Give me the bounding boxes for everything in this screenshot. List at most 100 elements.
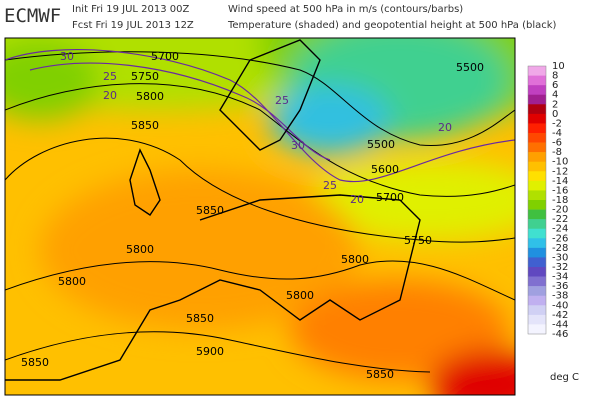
map-area: [5, 38, 515, 395]
contour: [5, 137, 515, 243]
unit-label: deg C: [550, 372, 579, 383]
coast: [5, 194, 421, 381]
colorbar-band: [528, 295, 546, 306]
colorbar-band: [528, 75, 546, 86]
contour-labels: 5700 5750 5800 5850 5850 5800 5800 5850 5900 5850…: [21, 50, 484, 381]
temperature-field: [5, 38, 515, 395]
shade: [430, 350, 515, 395]
height-label: 5850: [366, 368, 394, 381]
colorbar-band: [528, 171, 546, 182]
shade: [5, 40, 100, 120]
colorbar-label: -38: [552, 291, 568, 302]
colorbar-label: -40: [552, 300, 568, 311]
colorbar-frame: [527, 65, 547, 335]
height-label: 5900: [196, 345, 224, 358]
height-label: 5750: [131, 70, 159, 83]
contour: [5, 260, 515, 301]
colorbar-label: 6: [552, 80, 558, 91]
contour: [5, 51, 515, 147]
height-contours: [5, 51, 515, 373]
colorbar-label: -46: [552, 329, 568, 340]
colorbar-band: [528, 257, 546, 268]
shade: [310, 160, 515, 240]
colorbar-label: 8: [552, 71, 558, 82]
wind-label: 30: [60, 50, 74, 63]
colorbar-band: [528, 123, 546, 134]
colorbar-label: -18: [552, 195, 568, 206]
shade: [290, 280, 510, 380]
forecast-time: Fcst Fri 19 JUL 2013 12Z: [72, 20, 194, 31]
shade: [270, 85, 390, 155]
colorbar-band: [528, 85, 546, 96]
colorbar-band: [528, 219, 546, 230]
colorbar-label: -10: [552, 157, 568, 168]
colorbar-label: -14: [552, 176, 568, 187]
colorbar-band: [528, 113, 546, 124]
colorbar-label: -30: [552, 252, 568, 263]
contour: [5, 49, 515, 183]
height-label: 5800: [58, 275, 86, 288]
colorbar-band: [528, 180, 546, 191]
colorbar-label: -26: [552, 233, 568, 244]
wind-label: 20: [103, 89, 117, 102]
height-label: 5850: [186, 312, 214, 325]
contour: [29, 62, 331, 161]
colorbar-band: [528, 238, 546, 249]
colorbar-band: [528, 66, 546, 76]
contour: [5, 331, 431, 373]
colorbar-band: [528, 152, 546, 163]
init-time: Init Fri 19 JUL 2013 00Z: [72, 4, 190, 15]
colorbar-label: -32: [552, 262, 568, 273]
wind-contours: [5, 49, 515, 183]
coast: [129, 148, 161, 216]
colorbar-label: -4: [552, 128, 562, 139]
colorbar-label: -24: [552, 224, 568, 235]
colorbar-band: [528, 247, 546, 258]
wind-label: 25: [323, 179, 337, 192]
coastlines: [5, 39, 421, 381]
colorbar-label: -2: [552, 118, 562, 129]
height-label: 5850: [131, 119, 159, 132]
colorbar-label: -28: [552, 243, 568, 254]
colorbar-band: [528, 94, 546, 105]
colorbar-band: [528, 104, 546, 115]
height-label: 5750: [404, 234, 432, 247]
colorbar-band: [528, 314, 546, 325]
colorbar-label: -22: [552, 214, 568, 225]
colorbar-label: 2: [552, 99, 558, 110]
wind-label: 30: [291, 139, 305, 152]
colorbar-label: -44: [552, 319, 568, 330]
wind-label: 25: [275, 94, 289, 107]
height-label: 5800: [341, 253, 369, 266]
height-label: 5800: [126, 243, 154, 256]
colorbar-label: -16: [552, 185, 568, 196]
colorbar-label: -6: [552, 138, 562, 149]
colorbar-label: -36: [552, 281, 568, 292]
map-frame: [4, 37, 516, 396]
shade: [40, 170, 360, 330]
height-label: 5600: [371, 163, 399, 176]
height-label: 5800: [286, 289, 314, 302]
colorbar-label: 0: [552, 109, 558, 120]
coast: [219, 39, 321, 151]
height-label: 5800: [136, 90, 164, 103]
contour: [5, 83, 515, 197]
colorbar-label: -42: [552, 310, 568, 321]
colorbar-label: 10: [552, 61, 565, 72]
height-label: 5850: [21, 356, 49, 369]
height-label: 5500: [456, 61, 484, 74]
colorbar-band: [528, 190, 546, 201]
colorbar-label: -34: [552, 272, 568, 283]
title-line-2: Temperature (shaded) and geopotential he…: [227, 20, 557, 31]
colorbar-band: [528, 200, 546, 210]
height-label: 5700: [376, 191, 404, 204]
logo: ECMWF: [4, 5, 61, 27]
colorbar-band: [528, 276, 546, 287]
colorbar-label: 4: [552, 90, 558, 101]
height-label: 5700: [151, 50, 179, 63]
height-label: 5500: [367, 138, 395, 151]
colorbar-label: -20: [552, 205, 568, 216]
wind-label: 20: [438, 121, 452, 134]
colorbar-band: [528, 305, 546, 316]
